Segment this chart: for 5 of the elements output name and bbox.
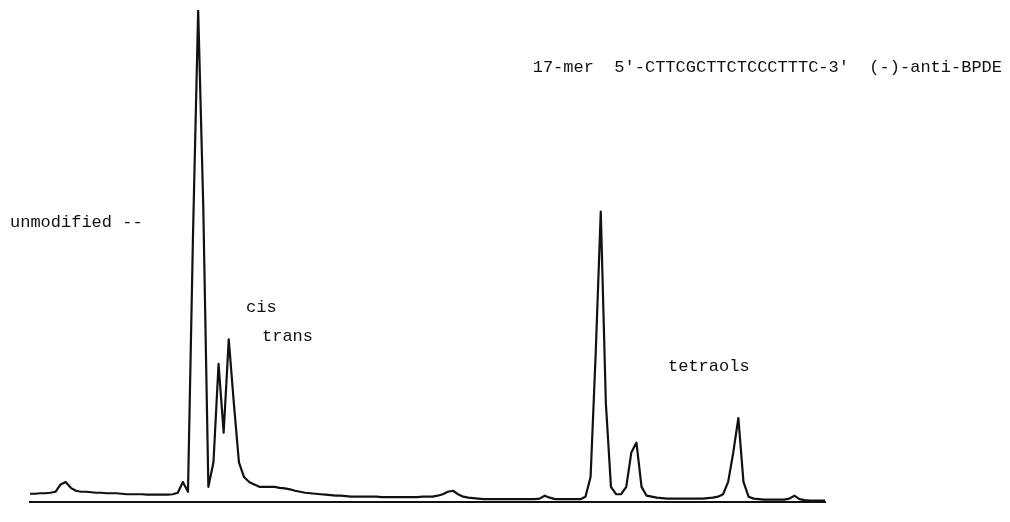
annotation: unmodified -- <box>10 212 143 232</box>
annotation: trans <box>262 326 314 346</box>
text: 17-mer 5'-CTTCGCTTCTCCCTTTC-3' (-)-anti-BPDE <box>532 58 1002 77</box>
annotation: cis <box>246 297 277 317</box>
annotation: tetraols <box>668 356 750 376</box>
